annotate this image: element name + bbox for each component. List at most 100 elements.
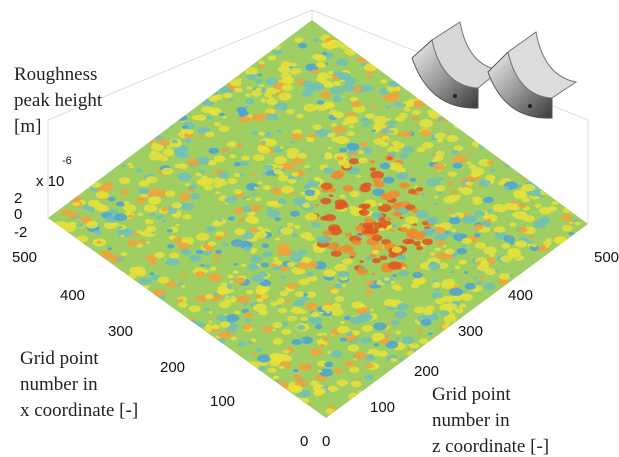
texture-spot — [238, 342, 247, 347]
texture-spot — [322, 305, 333, 312]
texture-spot — [389, 228, 396, 232]
x-tick-label: 300 — [458, 323, 483, 340]
texture-spot — [150, 261, 157, 265]
texture-spot — [383, 194, 394, 200]
texture-spot — [182, 274, 188, 278]
texture-spot — [206, 226, 216, 232]
texture-spot — [238, 218, 244, 222]
texture-spot — [215, 236, 222, 240]
texture-spot — [344, 49, 353, 54]
texture-spot — [277, 129, 282, 132]
texture-spot — [316, 340, 322, 343]
texture-spot — [373, 116, 387, 124]
texture-spot — [511, 206, 519, 211]
texture-spot — [535, 204, 542, 208]
texture-spot — [315, 388, 326, 394]
texture-spot — [251, 90, 262, 97]
texture-spot — [280, 276, 286, 279]
texture-spot — [317, 100, 325, 105]
texture-spot — [234, 87, 242, 92]
texture-spot — [311, 312, 320, 317]
texture-spot — [159, 140, 169, 146]
texture-spot — [182, 203, 195, 211]
texture-spot — [408, 189, 417, 194]
texture-spot — [524, 173, 531, 177]
texture-spot — [393, 211, 402, 216]
texture-spot — [437, 192, 442, 195]
texture-spot — [385, 105, 391, 109]
texture-spot — [195, 322, 204, 328]
texture-spot — [328, 75, 333, 78]
texture-spot — [287, 316, 297, 322]
texture-spot — [445, 303, 458, 311]
texture-spot — [150, 213, 156, 217]
texture-spot — [108, 197, 116, 202]
texture-spot — [507, 248, 521, 256]
texture-spot — [328, 386, 338, 392]
texture-spot — [428, 262, 440, 269]
texture-spot — [195, 173, 201, 177]
texture-spot — [371, 129, 376, 132]
texture-spot — [253, 304, 267, 312]
texture-spot — [203, 184, 213, 190]
texture-spot — [92, 221, 97, 224]
texture-spot — [407, 351, 414, 355]
texture-spot — [436, 253, 446, 259]
texture-spot — [208, 311, 212, 314]
texture-spot — [533, 220, 546, 228]
texture-spot — [303, 104, 316, 112]
texture-spot — [562, 225, 573, 232]
texture-spot — [262, 251, 272, 257]
texture-spot — [162, 149, 174, 156]
x-tick-label: 300 — [108, 323, 133, 340]
texture-spot — [366, 295, 370, 297]
texture-spot — [231, 337, 237, 341]
texture-spot — [371, 105, 376, 108]
texture-spot — [373, 138, 385, 145]
texture-spot — [299, 363, 312, 371]
texture-spot — [372, 333, 385, 341]
texture-spot — [271, 264, 278, 268]
texture-spot — [400, 256, 405, 259]
texture-spot — [262, 185, 271, 190]
texture-spot — [331, 250, 342, 257]
axis-multiplier: x 10 — [36, 173, 64, 190]
texture-spot — [291, 307, 303, 314]
texture-spot — [231, 239, 244, 247]
texture-spot — [381, 128, 390, 134]
texture-spot — [255, 288, 267, 295]
texture-spot — [219, 113, 225, 117]
texture-spot — [209, 110, 216, 114]
texture-spot — [456, 296, 463, 300]
texture-spot — [329, 194, 333, 197]
texture-spot — [358, 158, 368, 164]
texture-spot — [278, 175, 289, 182]
texture-spot — [219, 125, 230, 132]
texture-spot — [442, 324, 449, 328]
texture-spot — [328, 147, 332, 150]
texture-spot — [392, 224, 397, 227]
texture-spot — [349, 158, 359, 164]
texture-spot — [434, 196, 438, 199]
texture-spot — [216, 315, 227, 322]
texture-spot — [250, 255, 262, 262]
texture-spot — [211, 90, 219, 95]
texture-spot — [340, 195, 346, 199]
texture-spot — [350, 191, 360, 197]
texture-spot — [313, 124, 323, 130]
vertical-label: peak height — [14, 90, 103, 111]
texture-spot — [288, 252, 293, 255]
texture-spot — [165, 258, 179, 266]
texture-spot — [568, 232, 574, 235]
texture-spot — [237, 295, 251, 303]
texture-spot — [297, 262, 309, 269]
texture-spot — [499, 273, 510, 280]
texture-spot — [379, 227, 385, 231]
texture-spot — [107, 247, 112, 250]
texture-spot — [556, 237, 565, 242]
texture-spot — [212, 221, 222, 227]
texture-spot — [474, 210, 485, 216]
texture-spot — [244, 312, 253, 317]
texture-spot — [403, 107, 410, 111]
texture-spot — [166, 145, 171, 148]
